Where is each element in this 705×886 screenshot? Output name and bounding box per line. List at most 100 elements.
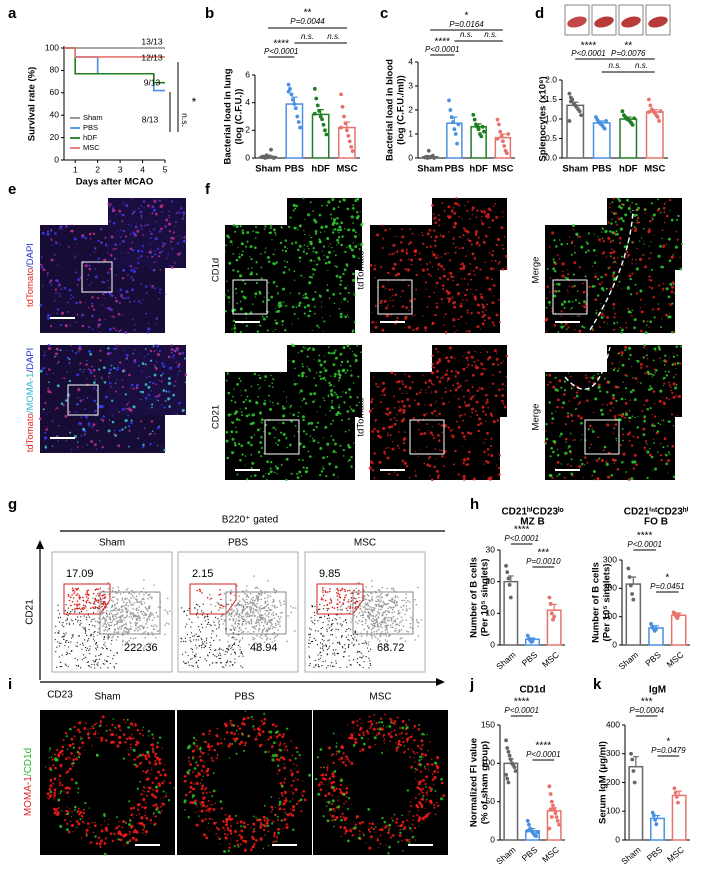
signal-dot bbox=[643, 243, 645, 245]
signal-dot bbox=[53, 299, 56, 302]
signal-dot bbox=[474, 394, 476, 396]
signal-dot bbox=[431, 321, 435, 325]
event bbox=[237, 644, 239, 647]
signal-dot bbox=[97, 326, 99, 329]
signal-dot bbox=[461, 217, 463, 220]
signal-dot bbox=[469, 262, 472, 265]
event bbox=[64, 610, 67, 612]
signal-dot bbox=[430, 411, 434, 415]
event bbox=[121, 644, 124, 646]
signal-dot bbox=[672, 254, 674, 256]
event bbox=[189, 637, 191, 639]
event bbox=[186, 623, 188, 625]
signal-dot bbox=[609, 230, 612, 233]
signal-dot bbox=[352, 255, 356, 259]
signal-dot bbox=[664, 354, 667, 357]
signal-dot bbox=[149, 242, 152, 244]
signal-dot bbox=[270, 374, 272, 377]
signal-dot bbox=[346, 360, 350, 363]
event bbox=[143, 614, 145, 616]
event bbox=[230, 647, 232, 649]
signal-dot bbox=[549, 473, 553, 478]
signal-dot bbox=[306, 245, 309, 248]
signal-dot bbox=[176, 413, 178, 415]
signal-dot bbox=[346, 300, 349, 303]
event bbox=[228, 649, 230, 651]
signal-dot bbox=[567, 268, 569, 271]
signal-dot bbox=[467, 239, 470, 242]
data-point bbox=[496, 122, 501, 127]
event bbox=[82, 644, 84, 646]
event bbox=[149, 611, 152, 614]
signal-dot bbox=[239, 274, 243, 278]
event bbox=[110, 643, 112, 645]
signal-dot bbox=[177, 373, 179, 376]
signal-dot bbox=[175, 211, 178, 215]
signal-dot bbox=[612, 396, 616, 400]
inset-box bbox=[409, 419, 445, 455]
signal-dot bbox=[48, 281, 52, 284]
signal-dot bbox=[388, 411, 392, 415]
signal-dot bbox=[234, 443, 237, 447]
signal-dot bbox=[411, 315, 414, 317]
signal-dot bbox=[553, 260, 556, 264]
signal-dot bbox=[289, 443, 292, 447]
signal-dot bbox=[38, 417, 42, 420]
signal-dot bbox=[244, 245, 248, 248]
data-point bbox=[498, 129, 503, 134]
signal-dot bbox=[505, 375, 508, 378]
signal-dot bbox=[408, 386, 411, 389]
signal-dot bbox=[172, 354, 175, 357]
signal-dot bbox=[303, 347, 306, 349]
event bbox=[65, 604, 67, 606]
signal-dot bbox=[327, 260, 331, 264]
signal-dot bbox=[109, 382, 112, 385]
signal-dot bbox=[300, 372, 303, 375]
signal-dot bbox=[184, 239, 187, 242]
signal-dot bbox=[570, 465, 573, 467]
signal-dot bbox=[56, 279, 60, 283]
event bbox=[106, 613, 109, 616]
signal-dot bbox=[372, 331, 374, 333]
event bbox=[103, 618, 106, 620]
event bbox=[141, 625, 143, 627]
y-tick-label: 200 bbox=[603, 583, 617, 593]
data-point bbox=[506, 780, 511, 785]
event bbox=[64, 634, 66, 636]
signal-dot bbox=[336, 410, 340, 414]
signal-dot bbox=[297, 229, 299, 231]
signal-dot bbox=[322, 456, 325, 460]
signal-dot bbox=[151, 403, 154, 406]
event bbox=[103, 636, 106, 638]
signal-dot bbox=[616, 467, 620, 471]
signal-dot bbox=[578, 465, 582, 468]
signal-dot bbox=[377, 434, 381, 438]
signal-dot bbox=[501, 244, 504, 247]
data-point bbox=[552, 807, 557, 812]
data-point bbox=[480, 124, 485, 129]
signal-dot bbox=[652, 213, 656, 217]
signal-dot bbox=[370, 400, 373, 404]
signal-dot bbox=[391, 447, 395, 451]
signal-dot bbox=[643, 346, 646, 349]
signal-dot bbox=[241, 453, 244, 456]
event bbox=[146, 620, 149, 623]
signal-dot bbox=[235, 426, 237, 428]
signal-dot bbox=[568, 236, 571, 238]
signal-dot bbox=[387, 304, 389, 307]
event bbox=[209, 648, 212, 651]
event bbox=[68, 622, 70, 624]
signal-dot bbox=[675, 218, 679, 222]
event bbox=[197, 604, 199, 606]
signal-dot bbox=[113, 432, 116, 434]
signal-dot bbox=[86, 278, 88, 280]
signal-dot bbox=[65, 439, 67, 441]
signal-dot bbox=[480, 219, 483, 222]
signal-dot bbox=[400, 241, 403, 244]
signal-dot bbox=[405, 465, 409, 468]
signal-dot bbox=[326, 456, 329, 458]
signal-dot bbox=[256, 428, 260, 432]
signal-dot bbox=[153, 228, 156, 231]
event bbox=[164, 609, 167, 611]
signal-dot bbox=[455, 370, 457, 372]
